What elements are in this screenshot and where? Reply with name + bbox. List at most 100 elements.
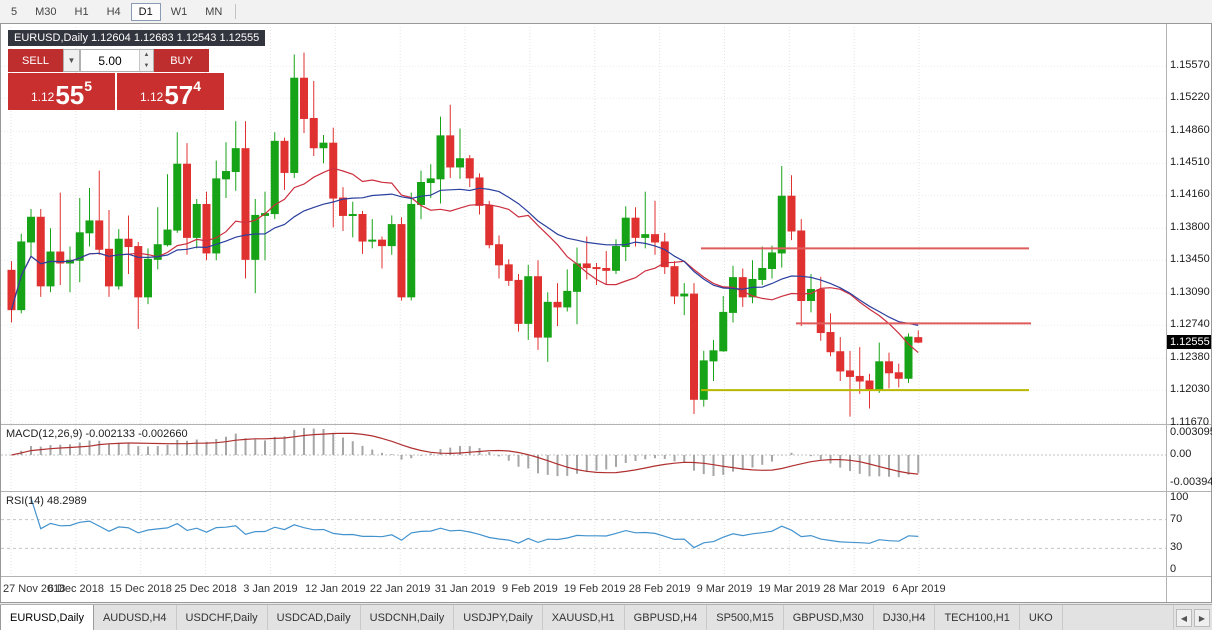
tab-gbpusd-m30[interactable]: GBPUSD,M30 — [784, 605, 874, 630]
candle-body — [183, 163, 191, 238]
tab-dj30-h4[interactable]: DJ30,H4 — [874, 605, 936, 630]
tab-usdchf-daily[interactable]: USDCHF,Daily — [177, 605, 268, 630]
candle-body — [124, 238, 133, 248]
volume-value[interactable]: 5.00 — [98, 53, 122, 68]
candle-body — [885, 361, 893, 374]
macd-axis-tick: -0.003947 — [1170, 476, 1212, 488]
tab-usdcnh-daily[interactable]: USDCNH,Daily — [361, 605, 455, 630]
rsi-indicator-canvas[interactable] — [1, 492, 1166, 576]
candle-body — [573, 263, 581, 292]
sell-price-tile[interactable]: 1.12 55 5 — [8, 73, 115, 110]
candle-body — [426, 178, 435, 184]
candle-body — [485, 204, 494, 246]
volume-dropdown-button[interactable]: ▼ — [63, 49, 80, 72]
tab-scroll-right-icon[interactable]: ▶ — [1194, 609, 1210, 627]
candle-body — [914, 337, 923, 343]
candle-body — [56, 251, 65, 264]
tab-eurusd-daily[interactable]: EURUSD,Daily — [0, 605, 94, 630]
candle-body — [836, 351, 845, 372]
rsi-line — [30, 497, 919, 549]
candle-body — [144, 258, 152, 298]
stepper-down-icon[interactable]: ▼ — [140, 60, 153, 71]
candle-body — [270, 140, 279, 215]
timeframe-button-h1[interactable]: H1 — [74, 5, 89, 18]
tab-xauusd-h1[interactable]: XAUUSD,H1 — [543, 605, 625, 630]
candle-body — [582, 263, 591, 269]
candle-body — [300, 77, 308, 119]
price-axis-tick: 1.14160 — [1170, 188, 1210, 201]
candle-body — [348, 214, 357, 217]
price-axis-border — [1166, 24, 1167, 602]
panel-separator-dates[interactable] — [1, 576, 1211, 577]
candle-body — [36, 216, 45, 287]
panel-separator-rsi[interactable] — [1, 491, 1211, 492]
current-price-badge: 1.12555 — [1167, 335, 1211, 350]
tab-scroll-left-icon[interactable]: ◀ — [1176, 609, 1192, 627]
candle-body — [524, 276, 533, 324]
candle-body — [7, 269, 16, 311]
date-axis-tick: 6 Apr 2019 — [892, 583, 946, 595]
volume-field[interactable]: 5.00 ▲ ▼ — [80, 49, 154, 72]
moving-average-13 — [10, 167, 919, 354]
tab-tech100-h1[interactable]: TECH100,H1 — [935, 605, 1020, 630]
timeframe-button-5[interactable]: 5 — [11, 5, 18, 18]
candle-body — [358, 214, 367, 242]
timeframe-button-h4[interactable]: H4 — [106, 5, 121, 18]
candle-body — [543, 301, 552, 338]
macd-indicator-canvas[interactable] — [1, 425, 1166, 491]
tab-sp500-m15[interactable]: SP500,M15 — [707, 605, 784, 630]
stepper-up-icon[interactable]: ▲ — [140, 50, 153, 61]
candle-body — [651, 234, 659, 243]
candle-body — [514, 279, 523, 324]
candle-body — [309, 117, 318, 149]
buy-button[interactable]: BUY — [154, 49, 209, 72]
chevron-down-icon: ▼ — [67, 56, 76, 65]
timeframe-button-w1[interactable]: W1 — [170, 5, 188, 18]
date-axis-tick: 28 Feb 2019 — [628, 583, 691, 595]
candle-body — [680, 293, 689, 297]
price-chart-canvas[interactable] — [1, 27, 1166, 424]
tab-gbpusd-h4[interactable]: GBPUSD,H4 — [625, 605, 708, 630]
chart-window: 27 Nov 2018 6 Dec 2018 15 Dec 2018 25 Dec 2… — [0, 23, 1212, 603]
candle-body — [855, 375, 864, 382]
tab-usdcad-daily[interactable]: USDCAD,Daily — [268, 605, 361, 630]
candle-body — [329, 142, 338, 199]
candle-body — [797, 230, 806, 302]
macd-label: MACD(12,26,9) -0.002133 -0.002660 — [6, 428, 188, 440]
candle-body — [280, 140, 289, 173]
volume-stepper: ▲ ▼ — [139, 50, 153, 71]
timeframe-toolbar: 5 M30 H1 H4 D1 W1 MN — [0, 0, 1212, 24]
price-axis-tick: 1.13090 — [1170, 286, 1210, 299]
tab-usdjpy-daily[interactable]: USDJPY,Daily — [454, 605, 543, 630]
candle-body — [699, 360, 708, 400]
one-click-trading-panel: SELL ▼ 5.00 ▲ ▼ BUY 1.12 55 5 — [8, 49, 224, 110]
timeframe-button-mn[interactable]: MN — [205, 5, 223, 18]
candle-body — [85, 220, 94, 234]
macd-signal-line — [11, 432, 919, 475]
chart-title: EURUSD,Daily 1.12604 1.12683 1.12543 1.1… — [8, 30, 266, 46]
rsi-axis-tick: 70 — [1170, 512, 1183, 525]
date-axis-tick: 19 Mar 2019 — [758, 583, 821, 595]
sell-button[interactable]: SELL — [8, 49, 63, 72]
candle-body — [904, 336, 913, 379]
date-axis[interactable]: 27 Nov 2018 6 Dec 2018 15 Dec 2018 25 Dec 2… — [1, 577, 1166, 602]
candle-body — [417, 182, 425, 205]
date-axis-tick: 3 Jan 2019 — [243, 583, 298, 595]
candle-body — [407, 203, 416, 298]
date-axis-tick: 19 Feb 2019 — [563, 583, 626, 595]
rsi-axis-tick: 100 — [1170, 491, 1189, 503]
panel-separator-macd[interactable] — [1, 424, 1211, 425]
candle-body — [378, 239, 386, 247]
candle-body — [231, 148, 240, 173]
tab-audusd-h4[interactable]: AUDUSD,H4 — [94, 605, 177, 630]
date-axis-tick: 28 Mar 2019 — [823, 583, 886, 595]
timeframe-button-d1[interactable]: D1 — [130, 2, 161, 21]
price-axis-tick: 1.14860 — [1170, 124, 1210, 137]
candle-body — [387, 224, 396, 247]
timeframe-button-m30[interactable]: M30 — [35, 5, 57, 18]
candle-body — [777, 195, 786, 254]
tab-uko[interactable]: UKO — [1020, 605, 1063, 630]
date-axis-tick: 27 Nov 2018 — [3, 583, 66, 595]
buy-price-tile[interactable]: 1.12 57 4 — [117, 73, 224, 110]
price-axis-tick: 1.12030 — [1170, 383, 1210, 396]
